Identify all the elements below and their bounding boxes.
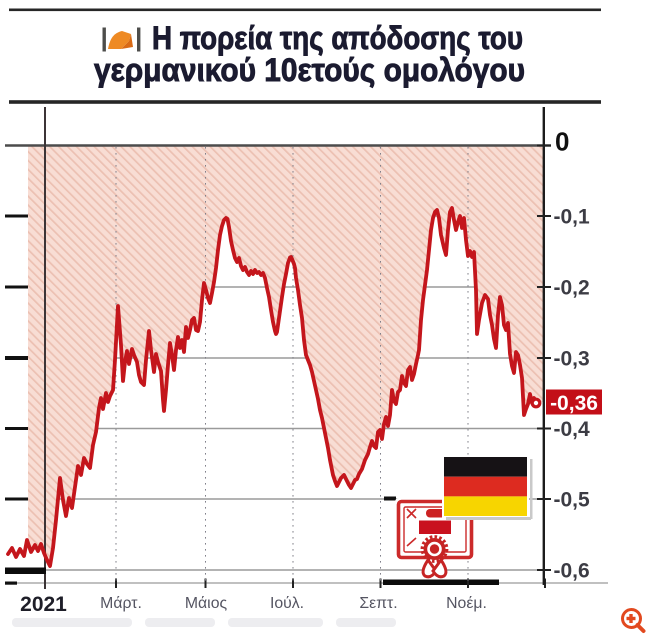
svg-text:-0,4: -0,4 xyxy=(554,418,591,441)
svg-text:Νοέμ.: Νοέμ. xyxy=(446,595,487,612)
svg-text:2021: 2021 xyxy=(20,593,67,616)
svg-text:-0,1: -0,1 xyxy=(554,205,591,228)
svg-text:0: 0 xyxy=(555,127,569,157)
svg-text:Μάιος: Μάιος xyxy=(185,595,228,612)
svg-text:-0,6: -0,6 xyxy=(554,559,590,582)
svg-text:Σεπτ.: Σεπτ. xyxy=(359,595,397,612)
svg-text:Ιούλ.: Ιούλ. xyxy=(270,595,304,612)
svg-text:Η πορεία της απόδοσης του: Η πορεία της απόδοσης του xyxy=(152,20,523,56)
svg-text:-0,3: -0,3 xyxy=(554,347,590,370)
svg-text:γερμανικού 10ετούς ομολόγου: γερμανικού 10ετούς ομολόγου xyxy=(94,52,525,88)
svg-text:-0,36: -0,36 xyxy=(550,392,598,415)
svg-text:-0,5: -0,5 xyxy=(554,488,591,511)
svg-text:Μάρτ.: Μάρτ. xyxy=(100,595,142,612)
svg-text:-0,2: -0,2 xyxy=(554,276,590,299)
